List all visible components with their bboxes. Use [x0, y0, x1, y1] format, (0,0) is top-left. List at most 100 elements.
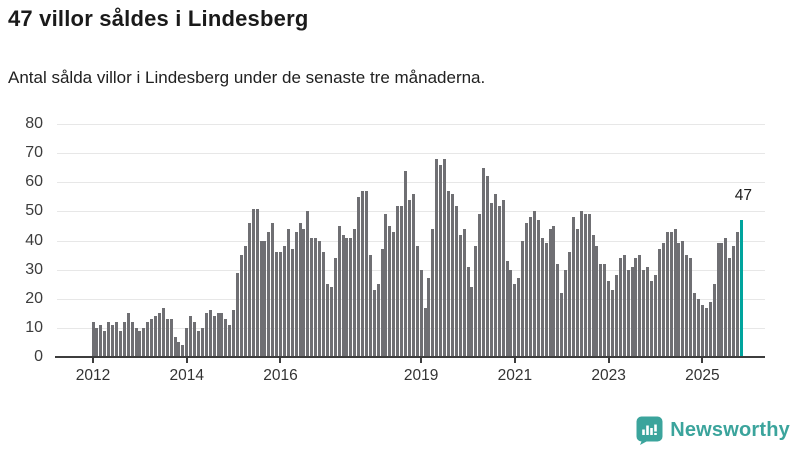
- bar: [611, 290, 614, 357]
- x-axis-tick-2014: [185, 358, 188, 363]
- bar: [532, 211, 536, 357]
- bar: [689, 258, 693, 357]
- x-axis-tick-2016: [279, 358, 282, 363]
- bar: [220, 313, 224, 357]
- bar: [169, 319, 173, 357]
- gridline-20: [57, 298, 765, 300]
- bar: [380, 249, 384, 357]
- bar: [99, 325, 103, 357]
- bar: [548, 228, 552, 357]
- y-axis-label-50: 50: [25, 202, 43, 220]
- bar: [599, 263, 603, 357]
- x-axis-tick-2019: [420, 358, 423, 363]
- bar: [431, 228, 435, 357]
- bar: [525, 223, 529, 357]
- bar: [407, 199, 411, 357]
- newsworthy-logo-text: Newsworthy: [670, 418, 790, 441]
- bar: [376, 284, 380, 357]
- bar: [368, 255, 372, 357]
- bar: [712, 284, 716, 357]
- bar: [157, 313, 161, 357]
- x-axis-tick-2021: [513, 358, 516, 363]
- bar: [509, 269, 513, 357]
- bar: [345, 237, 349, 357]
- bar: [607, 281, 611, 357]
- bar: [364, 191, 368, 357]
- bar: [298, 223, 302, 357]
- bar: [513, 284, 517, 357]
- bar: [443, 158, 446, 357]
- y-axis-label-60: 60: [25, 173, 43, 191]
- bar: [107, 322, 111, 358]
- highlighted-bar: [739, 220, 743, 357]
- bar: [478, 214, 482, 357]
- bar: [419, 269, 423, 357]
- bar: [314, 237, 318, 357]
- bar: [622, 255, 626, 357]
- bar: [458, 234, 462, 357]
- bar: [517, 278, 521, 357]
- bar: [392, 231, 396, 357]
- bar: [700, 304, 704, 357]
- bar: [325, 284, 329, 357]
- bar: [247, 223, 251, 357]
- newsworthy-logo-icon: [636, 416, 663, 445]
- bar: [423, 307, 427, 357]
- bar: [654, 275, 657, 357]
- bar: [591, 234, 595, 357]
- y-axis-label-20: 20: [25, 289, 43, 307]
- bar: [275, 252, 279, 357]
- bar: [579, 211, 583, 357]
- x-axis-label-2012: 2012: [75, 367, 111, 384]
- gridline-70: [57, 153, 765, 155]
- bar: [552, 225, 556, 357]
- bar: [146, 322, 150, 358]
- bar: [728, 258, 732, 357]
- gridline-80: [57, 124, 765, 125]
- bar: [138, 330, 142, 357]
- bar: [642, 269, 646, 357]
- bar: [630, 266, 634, 357]
- bar: [564, 269, 568, 357]
- bar: [470, 287, 474, 357]
- bar: [239, 255, 243, 357]
- y-axis-label-30: 30: [25, 260, 43, 278]
- bar: [165, 319, 169, 357]
- bar: [536, 220, 540, 357]
- x-axis-label-2014: 2014: [169, 367, 204, 384]
- bar: [482, 167, 486, 357]
- bar: [411, 193, 415, 357]
- bar: [384, 214, 388, 357]
- bar: [306, 211, 310, 357]
- gridline-30: [57, 269, 765, 271]
- bar: [446, 191, 450, 357]
- bar: [634, 258, 638, 357]
- bar: [669, 231, 673, 357]
- bar: [236, 272, 239, 357]
- bar: [556, 263, 560, 357]
- bar: [704, 307, 708, 357]
- bar: [263, 240, 267, 357]
- x-axis-label-2023: 2023: [591, 367, 626, 384]
- bar: [396, 205, 400, 357]
- bar: [665, 231, 669, 357]
- chart-subtitle: Antal sålda villor i Lindesberg under de…: [8, 68, 486, 87]
- highlight-value-label: 47: [734, 187, 753, 204]
- bar: [224, 319, 228, 357]
- bar: [232, 310, 236, 357]
- bar: [571, 217, 575, 357]
- bar: [333, 258, 337, 357]
- bar: [134, 327, 138, 357]
- bar: [286, 228, 290, 357]
- bar: [267, 231, 271, 357]
- bar: [161, 307, 165, 357]
- bar: [271, 223, 275, 357]
- bar: [427, 278, 431, 357]
- bar: [290, 249, 294, 357]
- bar: [154, 316, 157, 357]
- bar: [618, 258, 622, 357]
- bar: [310, 237, 314, 357]
- bar: [329, 287, 333, 357]
- bar: [150, 319, 154, 357]
